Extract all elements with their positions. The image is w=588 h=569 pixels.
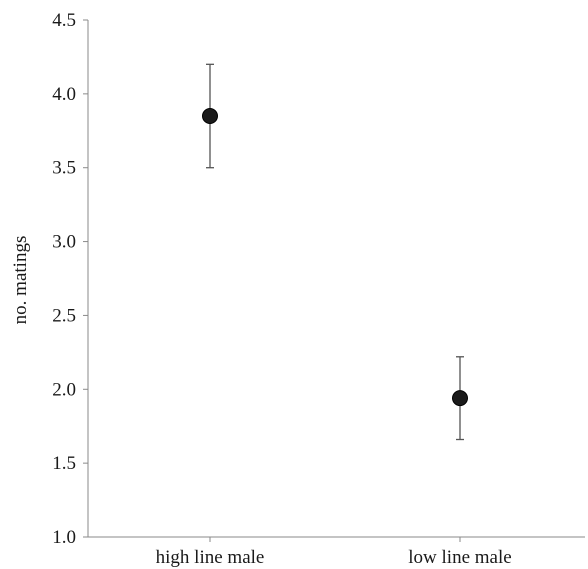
y-tick-label: 1.0 [52, 527, 76, 548]
y-axis-label: no. matings [10, 236, 31, 325]
y-tick-label: 3.0 [52, 232, 76, 253]
y-tick-label: 2.0 [52, 379, 76, 400]
y-tick-label: 4.5 [52, 10, 76, 31]
x-tick-label: low line male [408, 547, 511, 568]
y-tick-label: 4.0 [52, 84, 76, 105]
y-tick-label: 3.5 [52, 158, 76, 179]
y-tick-label: 1.5 [52, 453, 76, 474]
data-point [452, 390, 468, 407]
data-point [202, 108, 218, 125]
y-tick-label: 2.5 [52, 305, 76, 326]
x-tick-label: high line male [156, 547, 265, 568]
